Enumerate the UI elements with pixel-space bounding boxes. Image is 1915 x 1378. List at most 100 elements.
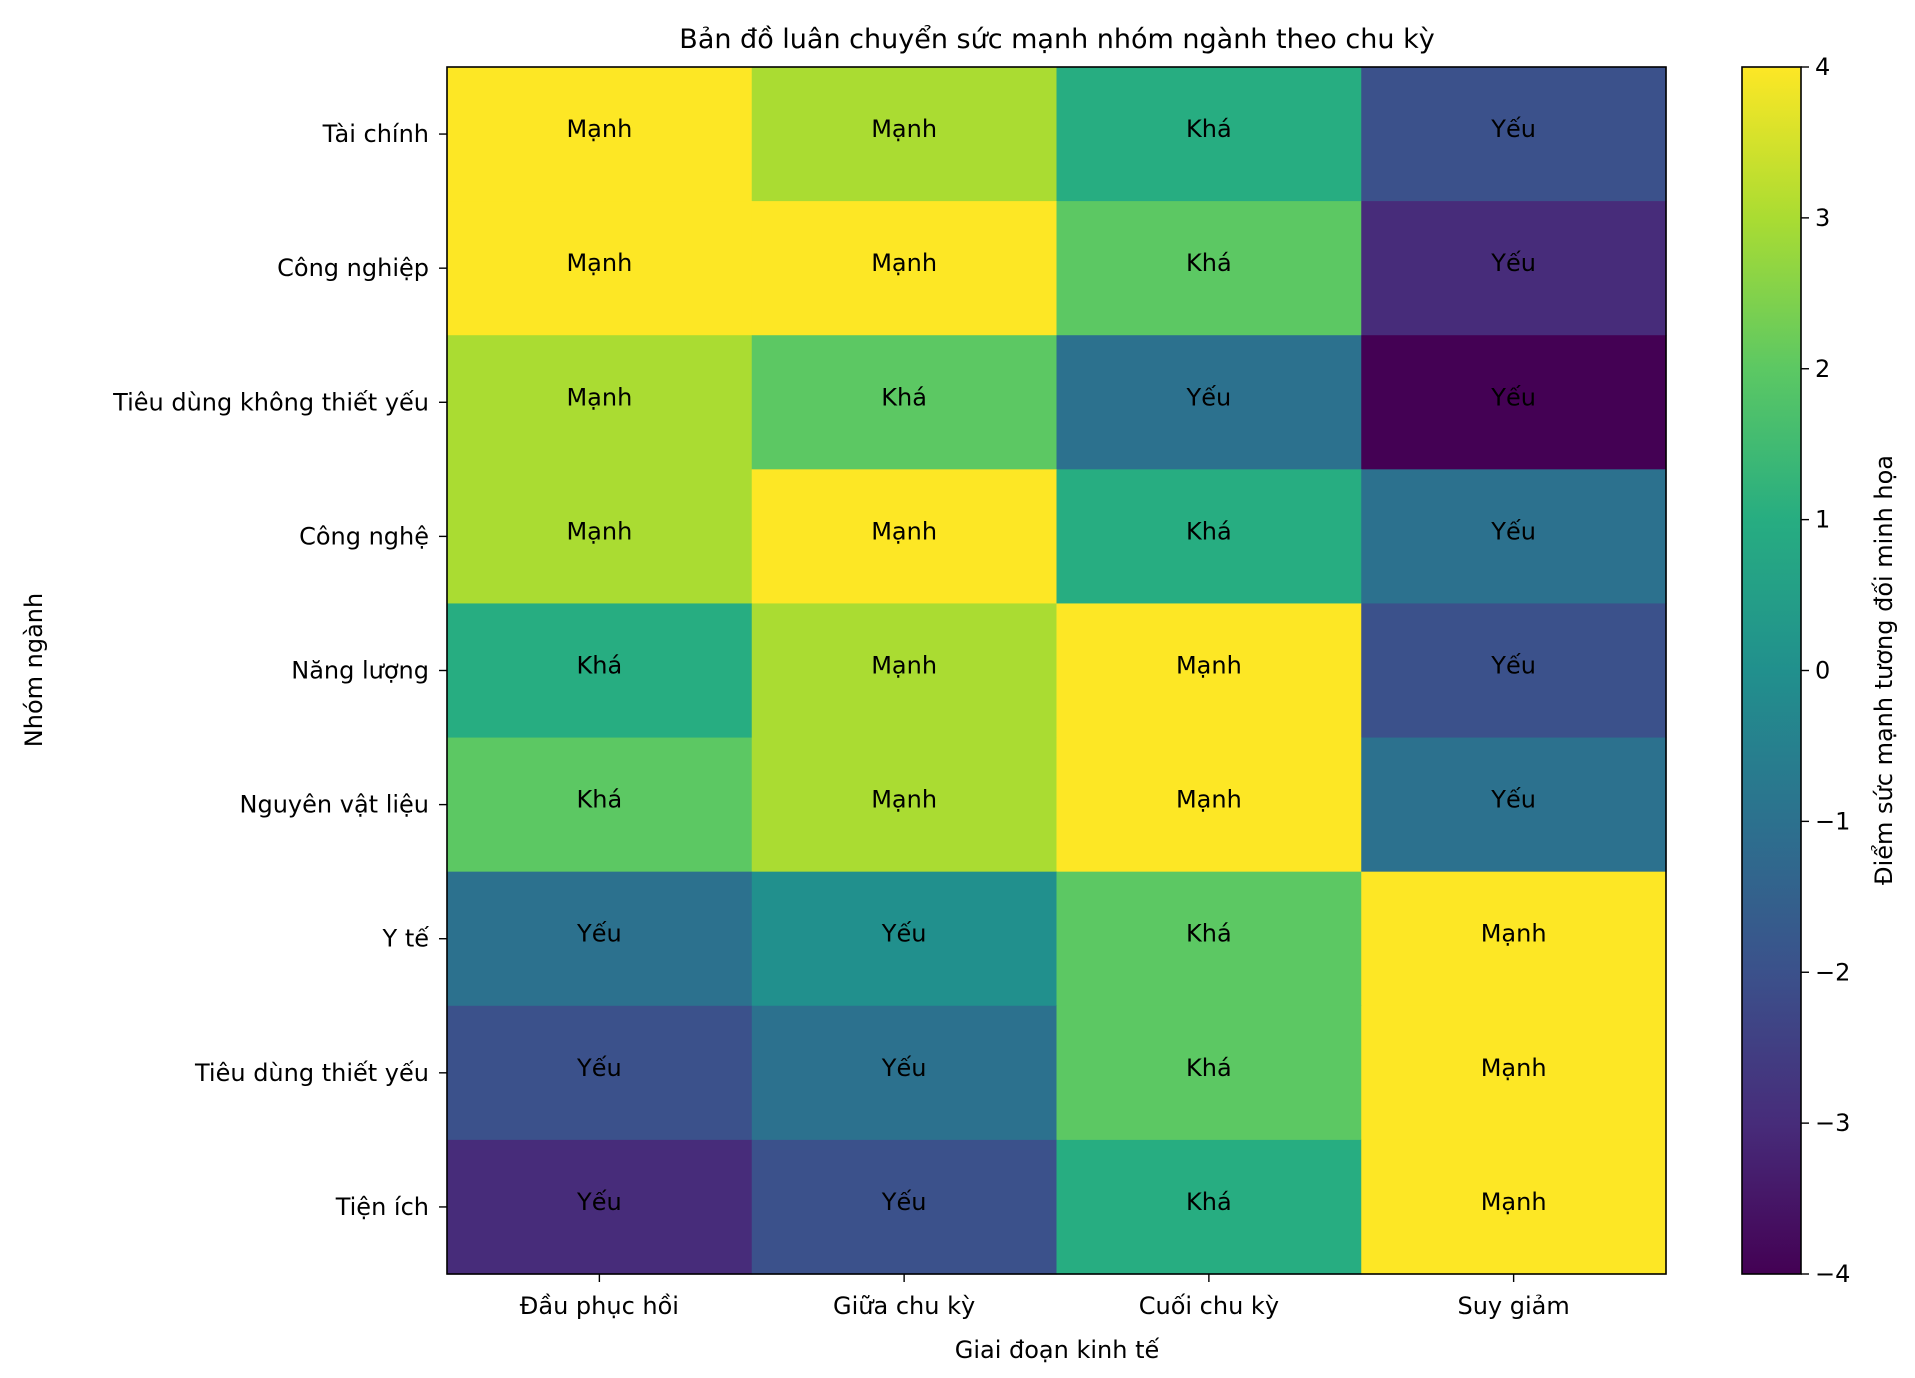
heatmap-cell xyxy=(1361,469,1667,605)
colorbar-tick-label: 1 xyxy=(1815,506,1830,534)
cell-label: Yếu xyxy=(881,920,927,948)
colorbar-tick-label: −4 xyxy=(1815,1260,1850,1288)
colorbar-tick-label: −2 xyxy=(1815,958,1850,986)
heatmap-cell xyxy=(751,737,1058,873)
cell-label: Mạnh xyxy=(1481,920,1547,948)
cell-label: Yếu xyxy=(1490,115,1536,143)
heatmap-cell xyxy=(751,67,1058,202)
y-tick-label: Nguyên vật liệu xyxy=(240,791,429,819)
colorbar xyxy=(1741,66,1802,1275)
colorbar-label: Điểm sức mạnh tương đối minh họa xyxy=(1870,455,1898,885)
heatmap-cell xyxy=(1056,1139,1362,1275)
cell-label: Yếu xyxy=(1490,786,1536,814)
heatmap-cell xyxy=(1056,335,1362,470)
heatmap-cell xyxy=(447,603,753,739)
colorbar-tick-label: −3 xyxy=(1815,1109,1850,1137)
heatmap-cell xyxy=(751,201,1058,336)
cell-label: Khá xyxy=(577,652,623,680)
y-tick-label: Tiện ích xyxy=(335,1193,429,1221)
cell-label: Yếu xyxy=(881,1054,927,1082)
heatmap-cell xyxy=(447,67,753,202)
x-tick-label: Giữa chu kỳ xyxy=(833,1292,975,1320)
heatmap-cell xyxy=(1056,603,1362,739)
colorbar-ticks: 4 3 2 1 0 −1 −2 −3 −4 xyxy=(1801,53,1850,1288)
cell-label: Mạnh xyxy=(871,249,937,277)
cell-label: Yếu xyxy=(1490,517,1536,545)
chart-title: Bản đồ luân chuyển sức mạnh nhóm ngành t… xyxy=(679,24,1434,55)
cell-label: Khá xyxy=(1186,517,1232,545)
x-axis-ticks: Đầu phục hồi Giữa chu kỳ Cuối chu kỳ Suy gi… xyxy=(520,1274,1570,1320)
heatmap-cell xyxy=(1056,871,1362,1007)
cell-label: Yếu xyxy=(1186,383,1232,411)
y-axis-label: Nhóm ngành xyxy=(20,593,48,747)
heatmap-cell xyxy=(447,335,753,470)
cell-label: Mạnh xyxy=(566,249,632,277)
heatmap-cell xyxy=(1056,201,1362,336)
cell-label: Yếu xyxy=(576,1188,622,1216)
x-tick-label: Đầu phục hồi xyxy=(520,1292,679,1320)
y-tick-label: Tiêu dùng không thiết yếu xyxy=(112,388,429,416)
heatmap-cell xyxy=(447,1005,753,1141)
heatmap-cell xyxy=(1361,871,1667,1007)
heatmap-cell xyxy=(751,1139,1058,1275)
cell-label: Khá xyxy=(1186,115,1232,143)
heatmap-cell xyxy=(447,201,753,336)
cell-label: Mạnh xyxy=(871,115,937,143)
cell-label: Mạnh xyxy=(871,517,937,545)
y-tick-label: Năng lượng xyxy=(291,657,429,685)
heatmap-cell xyxy=(1056,67,1362,202)
heatmap-cell xyxy=(751,871,1058,1007)
y-tick-label: Công nghiệp xyxy=(277,254,429,282)
heatmap-cell xyxy=(1056,469,1362,605)
heatmap-cell xyxy=(751,603,1058,739)
cell-label: Mạnh xyxy=(871,652,937,680)
x-axis-label: Giai đoạn kinh tế xyxy=(955,1336,1160,1364)
heatmap-cell xyxy=(751,469,1058,605)
cell-label: Mạnh xyxy=(1481,1188,1547,1216)
cell-label: Khá xyxy=(881,383,927,411)
colorbar-tick-label: 3 xyxy=(1815,204,1830,232)
cell-label: Mạnh xyxy=(1176,652,1242,680)
heatmap-cell xyxy=(751,335,1058,470)
cell-label: Mạnh xyxy=(566,115,632,143)
heatmap-cell xyxy=(1056,737,1362,873)
heatmap-cell xyxy=(447,469,753,605)
heatmap-cell xyxy=(751,1005,1058,1141)
cell-label: Yếu xyxy=(1490,249,1536,277)
cell-label: Khá xyxy=(1186,1188,1232,1216)
cell-label: Khá xyxy=(1186,249,1232,277)
heatmap-cell xyxy=(1361,1005,1667,1141)
heatmap-cell xyxy=(447,871,753,1007)
heatmap-cell xyxy=(1361,737,1667,873)
cell-label: Khá xyxy=(1186,1054,1232,1082)
heatmap-cell xyxy=(447,1139,753,1275)
cell-label: Yếu xyxy=(1490,383,1536,411)
cell-label: Yếu xyxy=(1490,652,1536,680)
cell-label: Yếu xyxy=(881,1188,927,1216)
cell-label: Khá xyxy=(1186,920,1232,948)
y-tick-label: Tài chính xyxy=(322,120,429,148)
heatmap-cells xyxy=(447,67,1667,1275)
heatmap-cell xyxy=(447,737,753,873)
cell-label: Khá xyxy=(577,786,623,814)
y-tick-label: Tiêu dùng thiết yếu xyxy=(194,1059,429,1087)
y-tick-label: Y tế xyxy=(382,925,430,953)
colorbar-tick-label: 2 xyxy=(1815,355,1830,383)
cell-label: Mạnh xyxy=(566,517,632,545)
colorbar-tick-label: −1 xyxy=(1815,807,1850,835)
x-tick-label: Cuối chu kỳ xyxy=(1139,1292,1279,1320)
heatmap-cell xyxy=(1361,603,1667,739)
heatmap-cell xyxy=(1056,1005,1362,1141)
heatmap-cell xyxy=(1361,335,1667,470)
colorbar-tick-label: 4 xyxy=(1815,53,1830,81)
cell-label: Mạnh xyxy=(1176,786,1242,814)
cell-label: Mạnh xyxy=(871,786,937,814)
cell-label: Yếu xyxy=(576,920,622,948)
cell-label: Mạnh xyxy=(566,383,632,411)
heatmap-cell xyxy=(1361,201,1667,336)
y-tick-label: Công nghệ xyxy=(299,522,429,550)
cell-label: Mạnh xyxy=(1481,1054,1547,1082)
heatmap-cell xyxy=(1361,67,1667,202)
heatmap-cell xyxy=(1361,1139,1667,1275)
